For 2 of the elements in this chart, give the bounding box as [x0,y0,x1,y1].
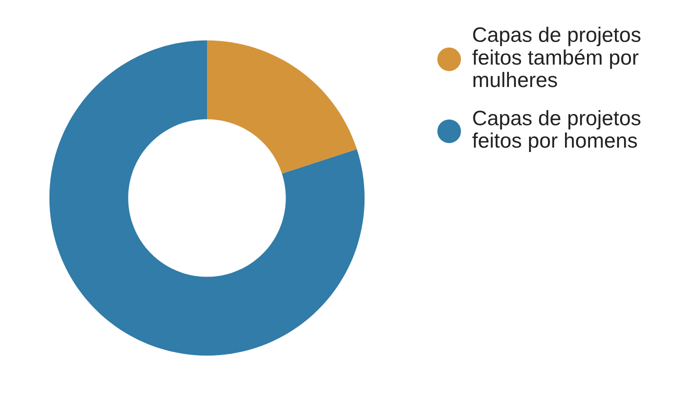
legend-label: Capas de projetos feitos também por mulheres [472,26,640,88]
legend-label: Capas de projetos feitos por homens [472,110,640,152]
